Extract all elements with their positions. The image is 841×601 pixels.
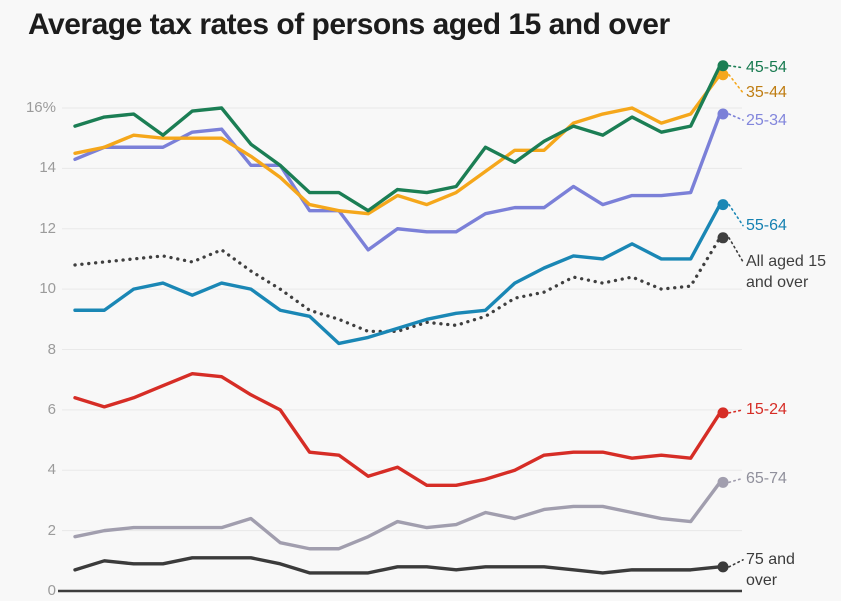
y-tick-label: 4 — [47, 461, 56, 479]
label-connector — [728, 64, 744, 69]
series-end-dot — [717, 407, 729, 419]
y-tick-label: 6 — [47, 400, 56, 418]
y-tick-label: 12 — [39, 219, 56, 237]
series-label-35-44: 35-44 — [746, 82, 787, 103]
series-label-line: All aged 15 — [746, 253, 827, 271]
series-end-dot — [717, 108, 729, 120]
series-label-line: 35-44 — [746, 84, 787, 102]
series-label-45-54: 45-54 — [746, 57, 787, 78]
series-label-line: 45-54 — [746, 59, 787, 77]
label-connector — [728, 559, 744, 568]
series-label-55-64: 55-64 — [746, 215, 787, 236]
series-line-55-64 — [73, 202, 722, 346]
series-line-25-34 — [73, 112, 722, 252]
series-label-line: and over — [746, 274, 809, 292]
series-label-25-34: 25-34 — [746, 110, 787, 131]
y-tick-label: 16% — [25, 99, 56, 116]
y-tick-label: 2 — [47, 521, 56, 539]
series-end-dot — [717, 232, 729, 244]
y-tick-label: 10 — [39, 280, 56, 298]
series-line-all-aged-15-and-over — [73, 236, 722, 334]
y-tick-label: 8 — [47, 340, 56, 358]
series-label-line: 65-74 — [746, 469, 787, 487]
label-connector — [728, 203, 744, 227]
series-end-dot — [717, 476, 729, 488]
series-label-line: 75 and — [746, 551, 795, 569]
series-line-35-44 — [73, 73, 722, 216]
series-label-all-aged-15-and-over: All aged 15 and over — [746, 251, 826, 293]
label-connector — [728, 113, 744, 121]
series-label-65-74: 65-74 — [746, 468, 787, 489]
series-line-65-74 — [73, 480, 722, 551]
series-label-line: over — [746, 572, 778, 590]
series-end-dot — [717, 199, 729, 211]
series-label-75-and-over: 75 and over — [746, 549, 795, 591]
series-label-line: 55-64 — [746, 217, 787, 235]
series-end-dot — [717, 561, 729, 573]
label-connector — [728, 409, 744, 414]
series-label-15-24: 15-24 — [746, 399, 787, 420]
series-label-line: 25-34 — [746, 111, 787, 129]
series-line-45-54 — [73, 64, 722, 213]
series-line-15-24 — [73, 371, 722, 488]
y-tick-label: 14 — [39, 159, 56, 177]
series-line-75-and-over — [73, 556, 722, 575]
series-end-dot — [717, 69, 729, 81]
series-label-line: 15-24 — [746, 401, 787, 419]
label-connector — [728, 73, 744, 94]
series-end-dot — [717, 60, 729, 72]
chart-title: Average tax rates of persons aged 15 and… — [28, 8, 670, 41]
label-connector — [728, 477, 744, 484]
label-connector — [728, 237, 744, 263]
y-tick-label: 0 — [47, 582, 56, 599]
